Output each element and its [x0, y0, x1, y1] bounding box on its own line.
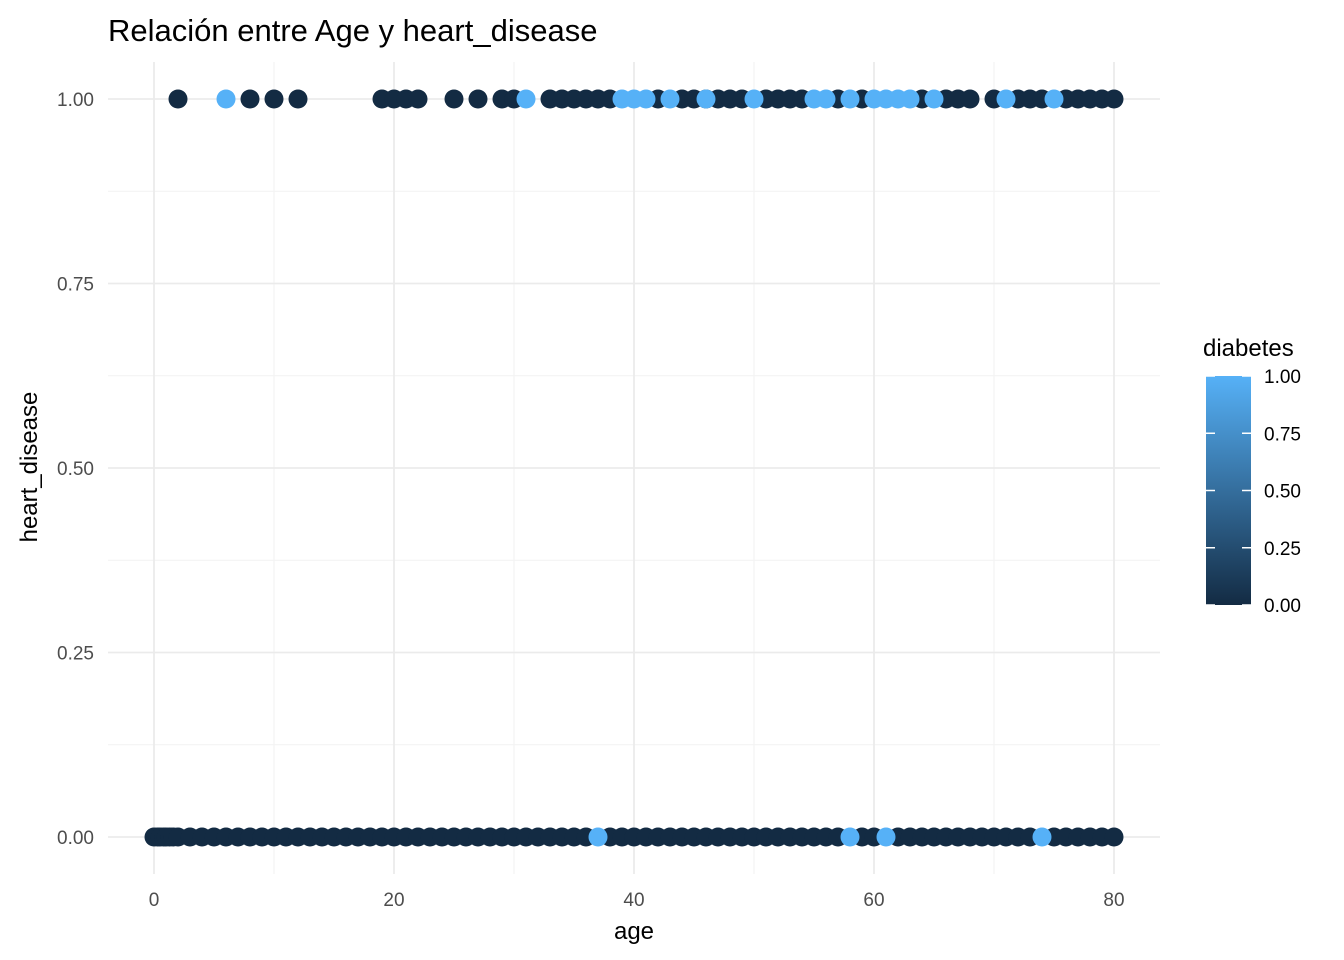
legend-ticks: 0.00 0.25 0.50 0.75 1.00 — [1206, 367, 1301, 617]
data-point — [744, 89, 764, 109]
data-point — [960, 89, 980, 109]
y-tick-label: 0.75 — [57, 275, 94, 296]
data-point — [1032, 827, 1052, 847]
data-point — [288, 89, 308, 109]
data-point — [840, 89, 860, 109]
data-point — [996, 89, 1016, 109]
y-tick-label: 1.00 — [57, 90, 94, 111]
x-tick-label: 60 — [863, 890, 884, 911]
data-point — [924, 89, 944, 109]
data-point — [468, 89, 488, 109]
y-axis-ticks: 0.00 0.25 0.50 0.75 1.00 — [57, 90, 94, 849]
data-point — [408, 89, 428, 109]
data-point — [240, 89, 260, 109]
color-legend: diabetes 0.00 0.25 0.50 0.75 1.00 — [1203, 335, 1301, 617]
y-axis-title: heart_disease — [16, 392, 43, 543]
data-point — [660, 89, 680, 109]
data-point — [816, 89, 836, 109]
data-point — [1044, 89, 1064, 109]
legend-tick-label: 0.50 — [1264, 482, 1301, 503]
legend-tick-label: 0.25 — [1264, 539, 1301, 560]
chart-title: Relación entre Age y heart_disease — [108, 13, 597, 48]
data-point — [696, 89, 716, 109]
x-tick-label: 0 — [149, 890, 160, 911]
data-point — [1104, 89, 1124, 109]
legend-tick-label: 0.00 — [1264, 596, 1301, 617]
data-point — [840, 827, 860, 847]
data-point — [636, 89, 656, 109]
x-tick-label: 80 — [1103, 890, 1124, 911]
data-points — [144, 89, 1124, 847]
x-axis-ticks: 0 20 40 60 80 — [149, 890, 1125, 911]
data-point — [1104, 827, 1124, 847]
legend-title: diabetes — [1203, 335, 1294, 362]
x-tick-label: 40 — [623, 890, 644, 911]
data-point — [264, 89, 284, 109]
legend-tick-label: 1.00 — [1264, 367, 1301, 388]
y-tick-label: 0.00 — [57, 828, 94, 849]
legend-tick-label: 0.75 — [1264, 424, 1301, 445]
y-tick-label: 0.50 — [57, 459, 94, 480]
data-point — [216, 89, 236, 109]
data-point — [444, 89, 464, 109]
x-axis-title: age — [614, 918, 654, 945]
x-tick-label: 20 — [383, 890, 404, 911]
data-point — [168, 89, 188, 109]
grid-lines — [108, 62, 1160, 874]
data-point — [876, 827, 896, 847]
data-point — [516, 89, 536, 109]
data-point — [588, 827, 608, 847]
data-point — [900, 89, 920, 109]
y-tick-label: 0.25 — [57, 644, 94, 665]
